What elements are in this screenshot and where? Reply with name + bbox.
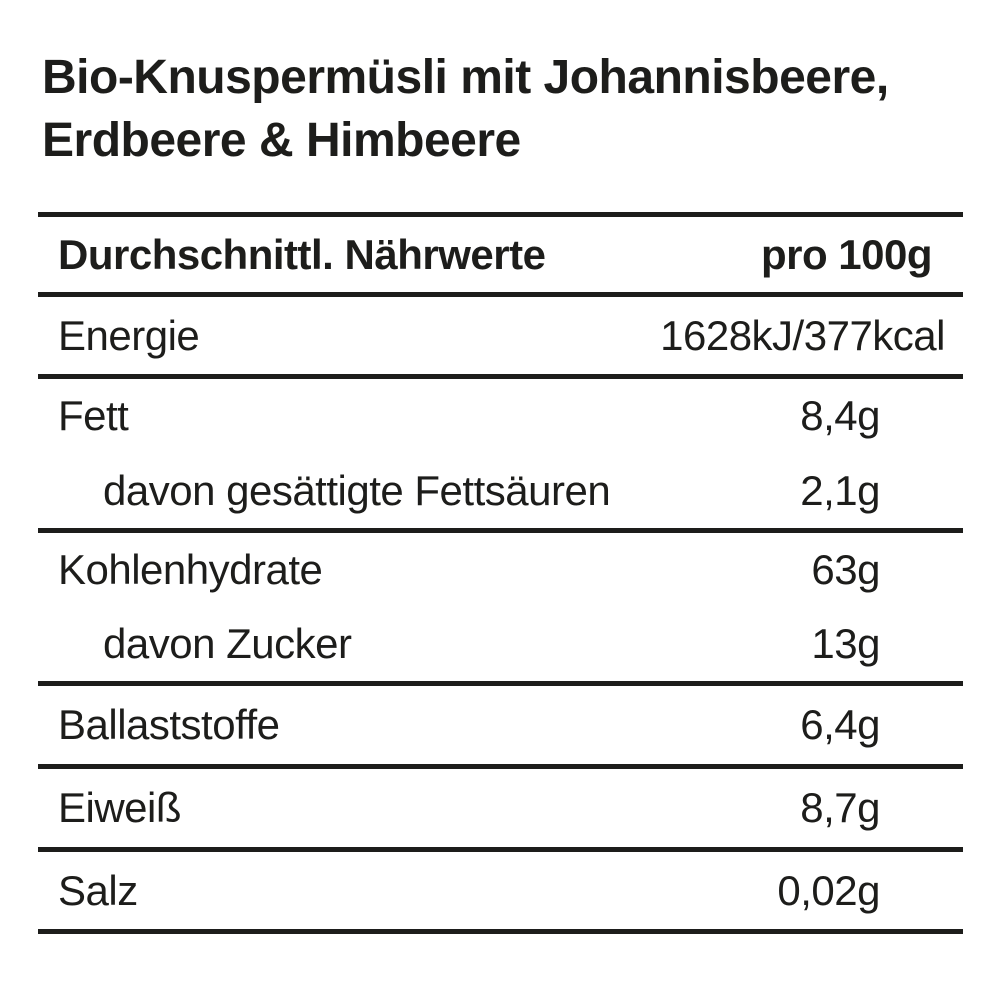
row-value-zucker: 13g — [811, 620, 880, 667]
row-label-eiweiss: Eiweiß — [58, 784, 182, 831]
table-group-salt: Salz 0,02g — [38, 852, 963, 934]
table-row-fett: Fett 8,4g — [38, 379, 963, 454]
table-row-zucker: davon Zucker 13g — [38, 607, 963, 681]
row-value-gesaettigte-fettsaeuren: 2,1g — [800, 466, 880, 514]
table-row-salz: Salz 0,02g — [38, 852, 963, 929]
table-row-energie: Energie 1628kJ/377kcal — [38, 297, 963, 374]
header-row: Durchschnittl. Nährwerte pro 100g — [38, 217, 963, 292]
table-row-kohlenhydrate: Kohlenhydrate 63g — [38, 533, 963, 607]
table-row-gesaettigte-fettsaeuren: davon gesättigte Fettsäuren 2,1g — [38, 454, 963, 529]
nutrition-table: Durchschnittl. Nährwerte pro 100g Energi… — [38, 212, 963, 934]
row-label-kohlenhydrate: Kohlenhydrate — [58, 546, 323, 593]
row-value-energie: 1628kJ/377kcal — [660, 311, 945, 359]
table-row-ballaststoffe: Ballaststoffe 6,4g — [38, 686, 963, 764]
table-header-row: Durchschnittl. Nährwerte pro 100g — [38, 217, 963, 297]
table-group-fat: Fett 8,4g davon gesättigte Fettsäuren 2,… — [38, 379, 963, 533]
row-value-salz: 0,02g — [777, 866, 880, 914]
product-title: Bio-Knuspermüsli mit Johannisbeere, Erdb… — [42, 46, 889, 172]
table-group-energy: Energie 1628kJ/377kcal — [38, 297, 963, 379]
table-header-unit: pro 100g — [760, 230, 933, 278]
row-label-ballaststoffe: Ballaststoffe — [58, 701, 280, 748]
table-row-eiweiss: Eiweiß 8,7g — [38, 769, 963, 847]
table-header-label: Durchschnittl. Nährwerte — [58, 230, 546, 278]
table-group-fiber: Ballaststoffe 6,4g — [38, 686, 963, 769]
product-title-line1: Bio-Knuspermüsli mit Johannisbeere, — [42, 51, 889, 104]
row-value-ballaststoffe: 6,4g — [800, 701, 880, 748]
row-value-eiweiss: 8,7g — [800, 784, 880, 831]
row-label-zucker: davon Zucker — [103, 620, 352, 667]
product-title-line2: Erdbeere & Himbeere — [42, 114, 521, 167]
row-label-energie: Energie — [58, 311, 200, 359]
row-value-kohlenhydrate: 63g — [811, 546, 880, 593]
table-group-carbs: Kohlenhydrate 63g davon Zucker 13g — [38, 533, 963, 686]
row-value-fett: 8,4g — [800, 392, 880, 440]
table-group-protein: Eiweiß 8,7g — [38, 769, 963, 852]
row-label-salz: Salz — [58, 866, 138, 914]
row-label-gesaettigte-fettsaeuren: davon gesättigte Fettsäuren — [103, 466, 611, 514]
row-label-fett: Fett — [58, 392, 129, 440]
